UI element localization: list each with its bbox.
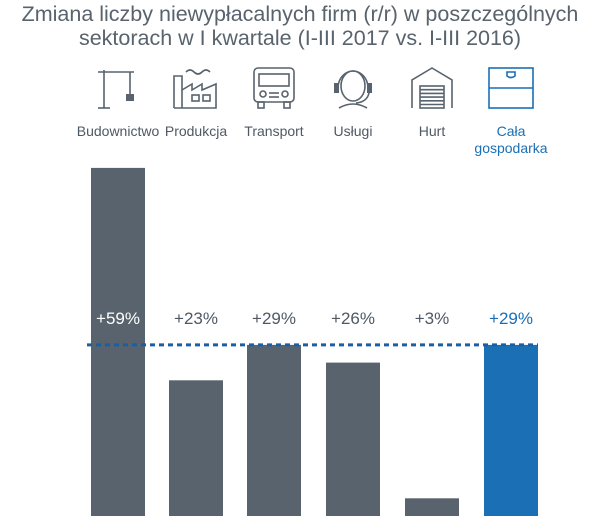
crane-icon bbox=[98, 70, 134, 109]
category-label: Hurt bbox=[419, 123, 446, 139]
warehouse-icon bbox=[411, 67, 453, 109]
truck-icon bbox=[253, 67, 295, 109]
category-label: Transport bbox=[244, 123, 304, 139]
bar bbox=[91, 167, 145, 516]
bar bbox=[326, 362, 380, 516]
category-label: Usługi bbox=[334, 123, 373, 139]
bar bbox=[247, 344, 301, 516]
value-label: +23% bbox=[174, 309, 218, 328]
value-label: +29% bbox=[252, 309, 296, 328]
category-label: Produkcja bbox=[165, 123, 227, 139]
value-label: +26% bbox=[331, 309, 375, 328]
chart-title-line-2: sektorach w I kwartale (I-III 2017 vs. I… bbox=[78, 26, 522, 50]
category-label: Budownictwo bbox=[77, 123, 160, 139]
bar bbox=[169, 380, 223, 516]
chart-title-line-1: Zmiana liczby niewypłacalnych firm (r/r)… bbox=[21, 2, 579, 26]
bar bbox=[484, 344, 538, 516]
category-label: Cała gospodarka bbox=[474, 123, 547, 156]
chart-title: Zmiana liczby niewypłacalnych firm (r/r)… bbox=[0, 2, 600, 50]
flag-icon bbox=[488, 67, 534, 109]
value-label: +29% bbox=[489, 309, 533, 328]
headset-icon bbox=[334, 70, 372, 109]
value-label: +59% bbox=[96, 309, 140, 328]
bar bbox=[405, 498, 459, 516]
value-label: +3% bbox=[415, 309, 450, 328]
factory-icon bbox=[173, 69, 217, 109]
